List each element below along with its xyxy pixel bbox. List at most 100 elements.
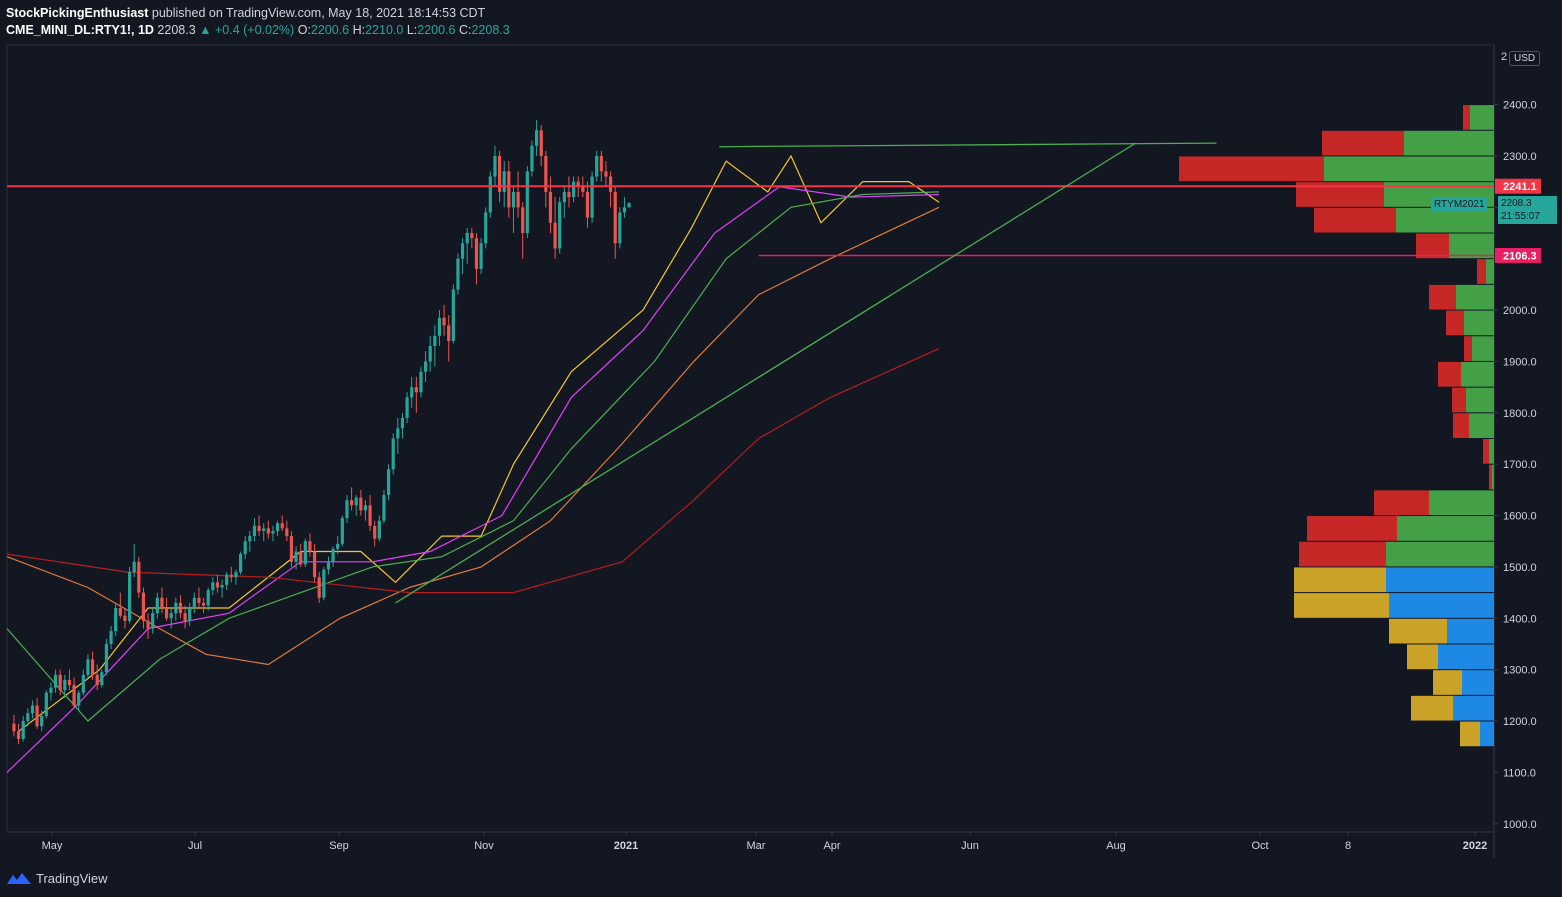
candle-body-4 [30, 705, 35, 714]
vp-bar-down-13 [1483, 439, 1489, 464]
candle-body-106 [502, 171, 506, 192]
vp-bar-down-11 [1452, 387, 1466, 413]
candle-body-130 [613, 191, 617, 244]
candle-body-27 [137, 561, 141, 593]
time-tick-label-0: May [42, 840, 63, 852]
candle-body-54 [262, 528, 266, 531]
moving-average-4 [6, 348, 940, 594]
vp-bar-down-22 [1433, 670, 1462, 695]
candle-body-103 [488, 176, 492, 213]
candle-body-41 [201, 602, 206, 606]
candle-body-28 [141, 592, 146, 621]
trendline-1 [719, 142, 1217, 148]
low-label: L: [406, 23, 418, 37]
drawings[interactable] [7, 142, 1494, 604]
author-name[interactable]: StockPickingEnthusiast [6, 6, 149, 20]
candle-body-67 [322, 569, 326, 598]
candle-body-113 [534, 130, 539, 146]
time-tick-label-8: Aug [1106, 840, 1126, 852]
price-tick-label-9: 1900.0 [1503, 356, 1537, 368]
level-tag-label-0: 2241.1 [1503, 181, 1537, 193]
vp-bar-up-18 [1386, 567, 1494, 593]
footer-brand[interactable]: TradingView [6, 870, 108, 886]
candle-body-121 [571, 181, 576, 198]
candle-body-64 [308, 541, 312, 552]
currency-badge[interactable]: USD [1509, 51, 1541, 66]
time-tick-label-6: Apr [823, 840, 840, 852]
candle-body-125 [590, 176, 594, 218]
candle-body-40 [197, 597, 201, 603]
candle-body-96 [456, 258, 460, 290]
candle-body-69 [331, 548, 335, 562]
publish-line: StockPickingEnthusiast published on Trad… [6, 5, 906, 22]
vp-bar-up-2 [1324, 156, 1494, 182]
moving-average-0 [18, 154, 940, 732]
candle-body-43 [211, 582, 215, 591]
candle-body-117 [553, 222, 557, 249]
vp-bar-down-6 [1477, 259, 1486, 284]
candle-body-17 [90, 659, 95, 675]
candle-body-22 [114, 608, 118, 632]
candle-body-44 [215, 582, 220, 588]
candle-body-104 [493, 155, 497, 177]
candle-body-66 [317, 577, 321, 598]
candle-body-87 [414, 387, 418, 393]
candle-body-105 [497, 155, 502, 192]
candle-body-7 [44, 692, 48, 716]
open-value: 2200.6 [310, 23, 350, 37]
candle-body-72 [345, 500, 349, 519]
candle-body-107 [507, 171, 511, 208]
candle-body-92 [437, 317, 442, 336]
vp-bar-down-18 [1294, 567, 1386, 593]
candle-body-49 [238, 554, 243, 573]
vp-bar-up-9 [1472, 336, 1494, 361]
price-tick-label-8: 1800.0 [1503, 408, 1537, 420]
candle-body-53 [257, 525, 261, 531]
low-value: 2200.6 [417, 23, 456, 37]
chart-header: StockPickingEnthusiast published on Trad… [6, 5, 906, 39]
time-axis[interactable]: May Jul Sep Nov 2021 Mar Apr Jun Aug Oct 8 2022 [42, 832, 1488, 852]
trendline-0 [395, 142, 1136, 604]
high-label: H: [352, 23, 366, 37]
candle-body-84 [400, 417, 405, 429]
candle-body-52 [252, 525, 257, 537]
candle-body-42 [206, 590, 210, 606]
candle-body-123 [581, 186, 585, 192]
price-tick-label-0: 1000.0 [1503, 819, 1537, 831]
candle-body-127 [599, 155, 603, 172]
candle-body-83 [396, 428, 400, 439]
vp-bar-down-0 [1463, 105, 1470, 130]
time-tick-label-5: Mar [747, 840, 766, 852]
tradingview-logo-icon [7, 873, 31, 884]
candle-body-51 [248, 536, 252, 542]
level-price-tags: 2241.1 2106.3 [1495, 178, 1541, 263]
candle-body-115 [544, 155, 548, 192]
candle-body-12 [67, 679, 72, 686]
candle-body-35 [174, 602, 178, 614]
candle-body-128 [604, 171, 608, 177]
price-tick-label-13: 2300.0 [1503, 151, 1537, 163]
vp-bar-down-12 [1453, 413, 1469, 438]
vp-bar-up-1 [1404, 130, 1494, 156]
candle-body-11 [63, 679, 67, 691]
candle-body-30 [151, 613, 155, 629]
vp-bar-down-21 [1407, 644, 1438, 670]
vp-bar-down-10 [1438, 361, 1461, 387]
candle-body-74 [354, 497, 358, 506]
candle-body-63 [303, 541, 307, 565]
last-price-tag: 2208.3 21:55:07 [1498, 196, 1557, 224]
candle-body-99 [470, 233, 474, 239]
candlesticks [12, 120, 631, 745]
candle-body-73 [349, 500, 354, 506]
moving-average-3 [6, 206, 940, 666]
symbol-name[interactable]: CME_MINI_DL:RTY1!, 1D [6, 23, 154, 37]
candle-body-94 [447, 325, 451, 341]
candle-body-0 [12, 723, 16, 732]
candle-body-133 [627, 203, 631, 208]
vp-bar-down-23 [1411, 695, 1453, 721]
vp-bar-up-24 [1480, 721, 1494, 747]
candle-body-100 [474, 238, 479, 269]
price-tick-label-4: 1400.0 [1503, 613, 1537, 625]
time-tick-label-4: 2021 [614, 840, 638, 852]
